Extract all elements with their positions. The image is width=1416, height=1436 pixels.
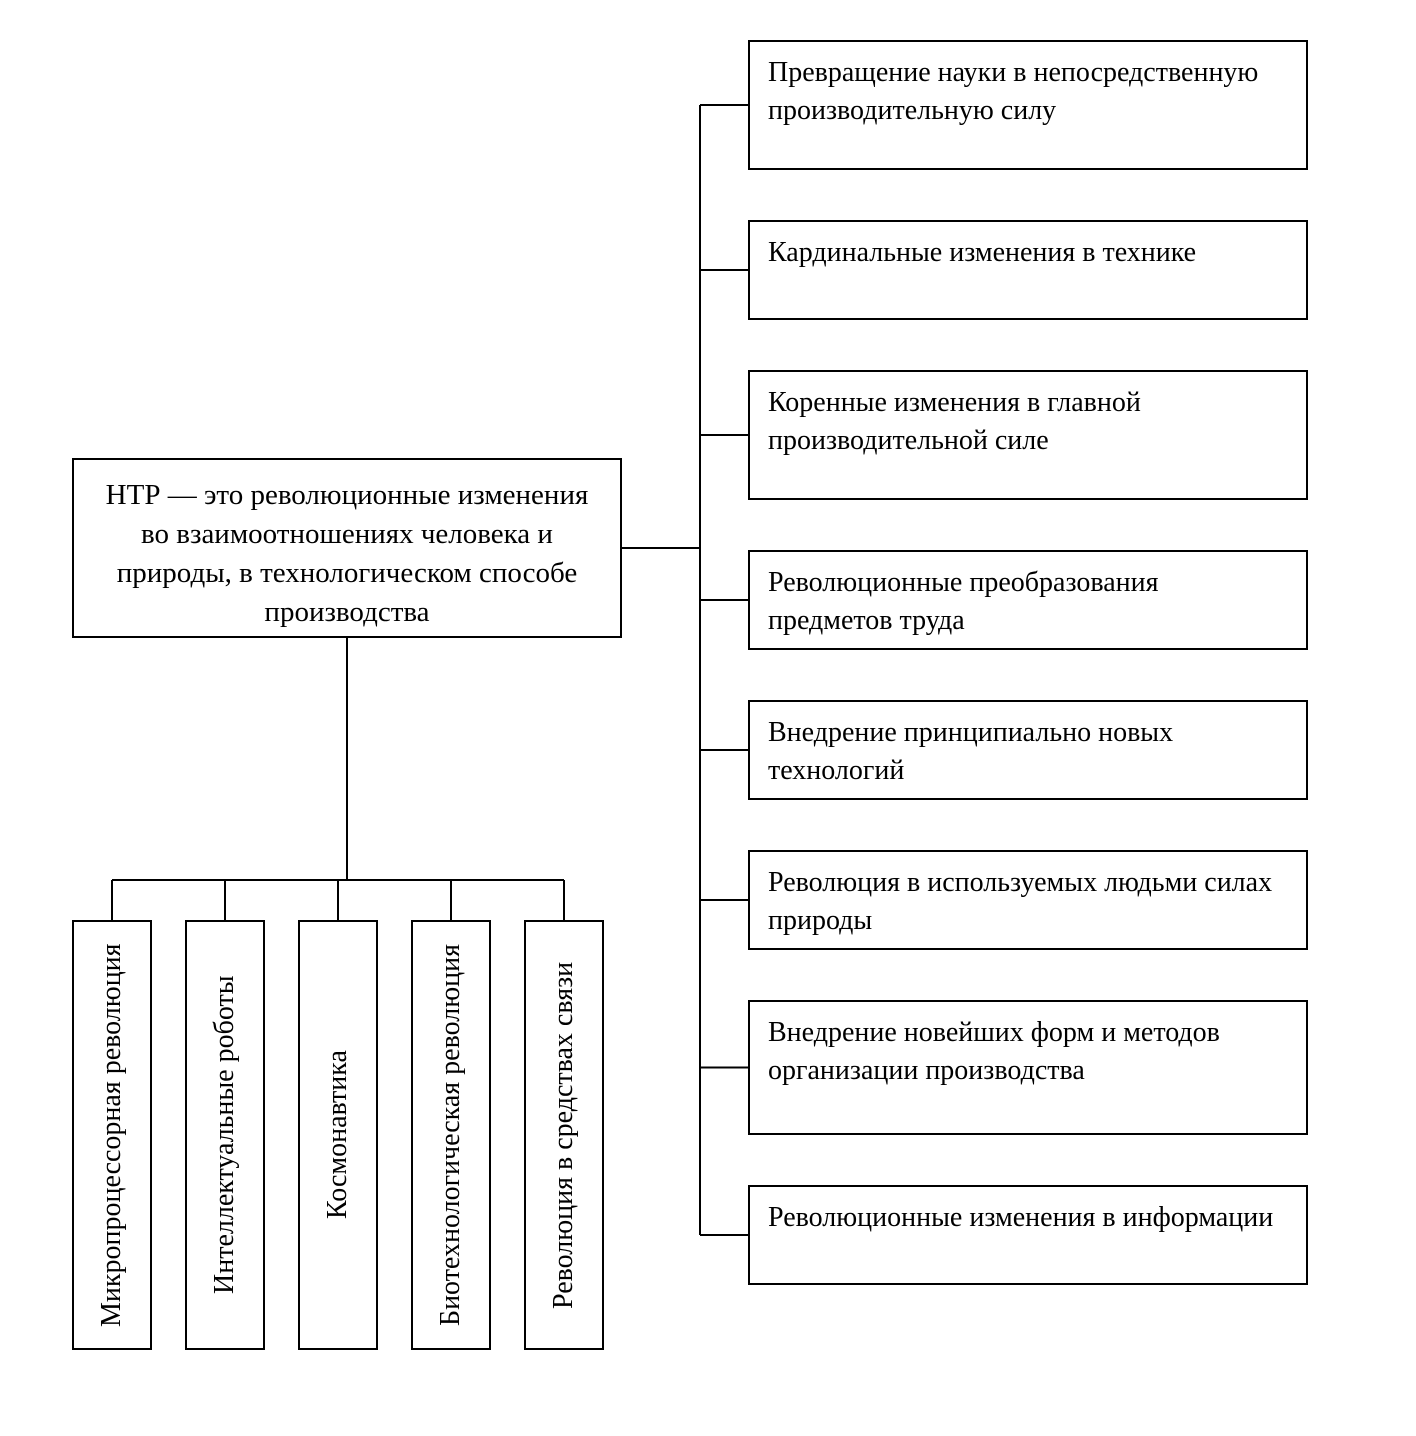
central-node-label: НТР — это революционные изменения во вза… [106, 479, 589, 628]
bottom-node-0-label: Микропроцессорная революция [93, 943, 131, 1327]
bottom-node-1-label: Интеллектуальные роботы [206, 976, 244, 1295]
bottom-node-4: Революция в средствах связи [524, 920, 604, 1350]
right-node-4: Внедрение принципиально новых технологий [748, 700, 1308, 800]
right-node-1: Кардинальные изменения в технике [748, 220, 1308, 320]
bottom-node-3-label: Биотехнологическая революция [432, 944, 470, 1326]
central-node: НТР — это революционные изменения во вза… [72, 458, 622, 638]
bottom-node-1: Интеллектуальные роботы [185, 920, 265, 1350]
right-node-0: Превращение науки в непосредственную про… [748, 40, 1308, 170]
right-node-5: Революция в используемых людьми силах пр… [748, 850, 1308, 950]
bottom-node-0: Микропроцессорная революция [72, 920, 152, 1350]
right-node-3-label: Революционные преобразования предметов т… [768, 567, 1158, 636]
bottom-node-2: Космонавтика [298, 920, 378, 1350]
right-node-3: Революционные преобразования предметов т… [748, 550, 1308, 650]
bottom-node-2-label: Космонавтика [319, 1051, 357, 1220]
right-node-6-label: Внедрение новейших форм и методов органи… [768, 1017, 1220, 1086]
right-node-7: Революционные изменения в информации [748, 1185, 1308, 1285]
right-node-2-label: Коренные изменения в главной производите… [768, 387, 1141, 456]
right-node-0-label: Превращение науки в непосредственную про… [768, 57, 1258, 126]
right-node-5-label: Революция в используемых людьми силах пр… [768, 867, 1272, 936]
right-node-2: Коренные изменения в главной производите… [748, 370, 1308, 500]
bottom-node-4-label: Революция в средствах связи [545, 961, 583, 1308]
right-node-1-label: Кардинальные изменения в технике [768, 237, 1196, 268]
right-node-4-label: Внедрение принципиально новых технологий [768, 717, 1173, 786]
right-node-7-label: Революционные изменения в информации [768, 1202, 1273, 1233]
bottom-node-3: Биотехнологическая революция [411, 920, 491, 1350]
right-node-6: Внедрение новейших форм и методов органи… [748, 1000, 1308, 1135]
